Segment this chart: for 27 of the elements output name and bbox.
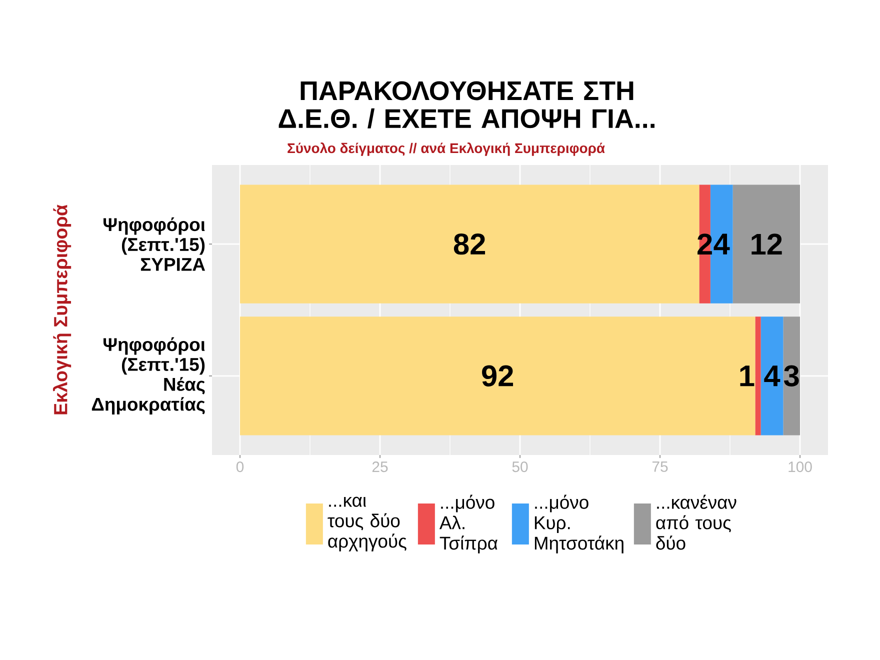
x-tick-label: 25 (372, 462, 388, 472)
chart-subtitle: Σύνολο δείγματος // ανά Εκλογική Συμπεριφορά (288, 142, 605, 156)
bar (760, 316, 784, 436)
y-tick-label: Ψηφοφόροι (Σεπτ.'15) ΣΥΡΙΖΑ (104, 217, 206, 271)
data-label: 12 (752, 234, 782, 255)
data-label: 4 (764, 366, 780, 386)
y-tick-label: Ψηφοφόροι (Σεπτ.'15) Νέας Δημοκρατίας (92, 337, 205, 414)
bar (240, 184, 700, 304)
bar (755, 316, 761, 436)
data-label: 82 (454, 233, 486, 255)
x-tick-label: 100 (788, 462, 812, 472)
data-label: 4 (714, 234, 730, 254)
x-tick-label: 75 (652, 462, 668, 472)
y-axis-title: Εκλογική Συμπεριφορά (52, 204, 72, 414)
bar (783, 316, 800, 436)
legend-label: ...και τους δύο αρχηγούς (328, 496, 406, 552)
data-label: 3 (784, 365, 799, 386)
legend-label: ...μόνο Κυρ. Μητσοτάκη (534, 494, 624, 554)
legend-label: ...μόνο Αλ. Τσίπρα (439, 494, 498, 554)
chart-title: ΠΑΡΑΚΟΛΟΥΘΗΣΑΤΕ ΣΤΗ Δ.Ε.Θ. / ΕΧΕΤΕ ΑΠΟΨΗ ΓΙΑ... (278, 81, 654, 128)
x-tick-label: 0 (236, 462, 244, 472)
legend-label: ...κανέναν από τους δύο (656, 494, 736, 550)
data-label: 92 (482, 365, 514, 386)
bar (732, 184, 800, 304)
data-label: 1 (740, 366, 754, 386)
bar (710, 184, 733, 304)
x-tick-label: 50 (512, 462, 528, 472)
